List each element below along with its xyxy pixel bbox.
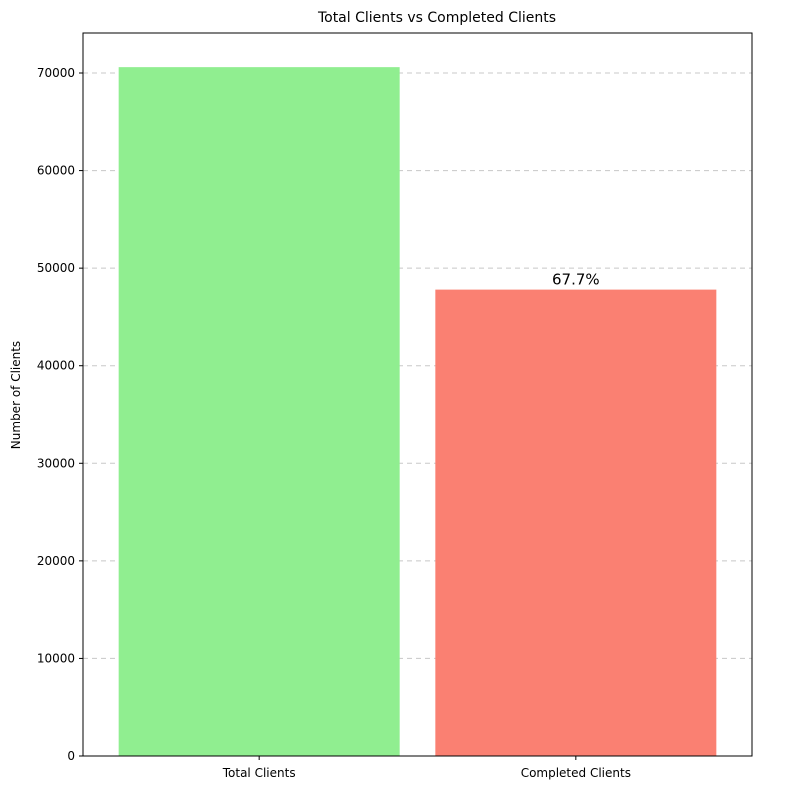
y-axis-label: Number of Clients [9,341,23,449]
bar-data-label: 67.7% [552,271,600,289]
y-tick-label: 40000 [37,359,75,373]
y-tick-label: 50000 [37,261,75,275]
chart-title: Total Clients vs Completed Clients [317,10,556,26]
y-tick-label: 30000 [37,456,75,470]
y-tick-label: 20000 [37,554,75,568]
y-axis: 0 10000 20000 30000 40000 50000 60000 70000 [37,66,83,763]
y-tick-label: 60000 [37,164,75,178]
bar-completed-clients [435,289,717,756]
x-tick-label: Total Clients [222,766,296,780]
plot-area-frame [82,32,753,757]
x-axis: Total Clients Completed Clients [222,756,631,780]
y-tick-label: 0 [67,749,75,763]
bar-total-clients [118,67,400,757]
data-labels: 67.7% [552,271,600,289]
x-tick-label: Completed Clients [521,766,631,780]
y-tick-label: 70000 [37,66,75,80]
bars [118,67,717,757]
y-tick-label: 10000 [37,651,75,665]
